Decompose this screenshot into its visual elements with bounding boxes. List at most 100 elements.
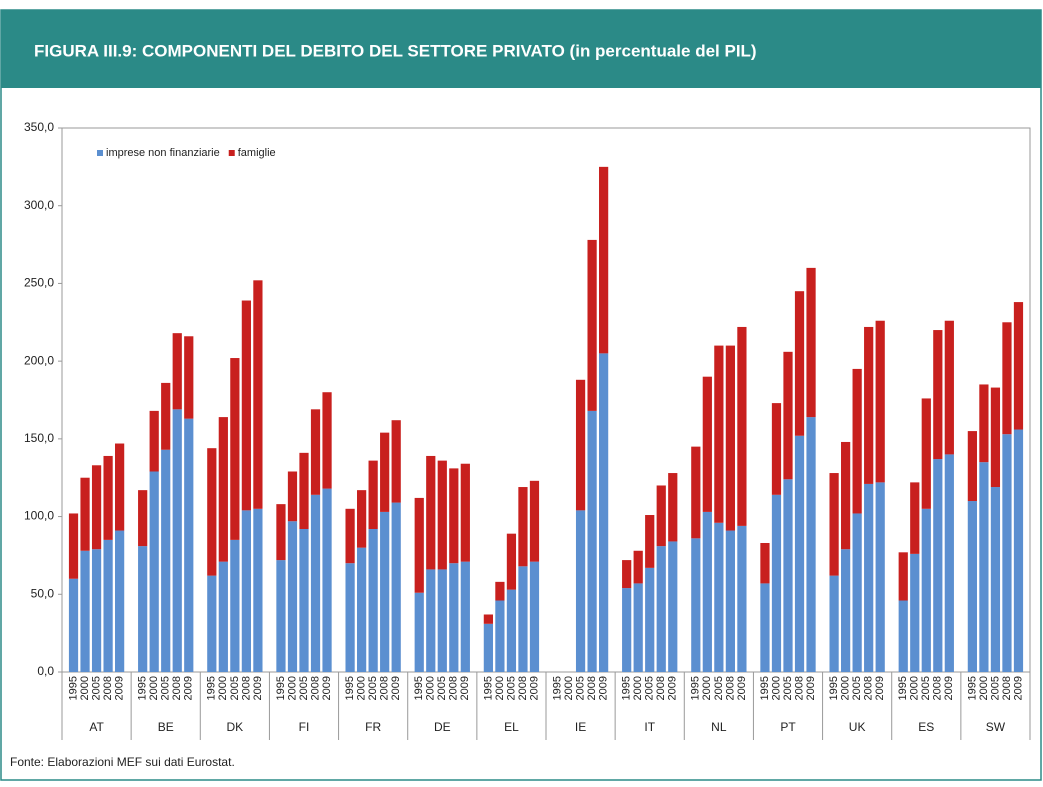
x-sub-label: 2008 bbox=[586, 676, 598, 700]
x-sub-label: 2009 bbox=[252, 676, 264, 700]
bar-segment bbox=[138, 546, 148, 672]
bar-segment bbox=[725, 345, 735, 531]
x-sub-label: 1995 bbox=[551, 676, 563, 700]
x-sub-label: 2009 bbox=[114, 676, 126, 700]
x-sub-label: 2000 bbox=[425, 676, 437, 700]
bar-segment bbox=[599, 166, 609, 354]
bar-segment bbox=[68, 513, 79, 579]
x-sub-label: 2009 bbox=[598, 676, 610, 700]
bar-segment bbox=[760, 583, 770, 672]
bar-segment bbox=[230, 539, 240, 672]
y-tick-label: 100,0 bbox=[24, 509, 54, 523]
bar-segment bbox=[322, 392, 332, 489]
bar-segment bbox=[426, 455, 436, 570]
x-sub-label: 2000 bbox=[217, 676, 229, 700]
x-sub-label: 2000 bbox=[148, 676, 160, 700]
bar-segment bbox=[575, 510, 586, 672]
bar-segment bbox=[138, 490, 148, 547]
x-sub-label: 1995 bbox=[67, 676, 79, 700]
bar-segment bbox=[380, 432, 390, 512]
bar-segment bbox=[990, 487, 1001, 672]
x-sub-label: 2005 bbox=[713, 676, 725, 700]
bar-segment bbox=[495, 600, 505, 672]
x-sub-label: 2000 bbox=[840, 676, 852, 700]
x-tick-label: NL bbox=[711, 720, 727, 734]
bar-segment bbox=[460, 463, 470, 562]
bar-segment bbox=[310, 409, 321, 495]
x-sub-label: 2005 bbox=[851, 676, 863, 700]
x-tick-label: SW bbox=[986, 720, 1006, 734]
bar-segment bbox=[910, 553, 920, 672]
bar-segment bbox=[391, 502, 401, 672]
bar-segment bbox=[898, 600, 908, 672]
bar-segment bbox=[656, 485, 666, 547]
bar-segment bbox=[760, 542, 770, 584]
bar-segment bbox=[725, 530, 735, 672]
x-sub-label: 2008 bbox=[309, 676, 321, 700]
x-sub-label: 2005 bbox=[160, 676, 172, 700]
bar-segment bbox=[1002, 434, 1012, 672]
bar-segment bbox=[207, 448, 217, 576]
bar-segment bbox=[829, 473, 839, 576]
x-sub-label: 1995 bbox=[759, 676, 771, 700]
y-tick-label: 200,0 bbox=[24, 353, 54, 367]
x-tick-label: ES bbox=[918, 720, 934, 734]
x-tick-label: FI bbox=[299, 720, 310, 734]
bar-segment bbox=[414, 497, 424, 593]
bar-segment bbox=[299, 529, 309, 672]
bar-segment bbox=[506, 589, 517, 672]
bar-segment bbox=[426, 569, 436, 672]
bar-segment bbox=[714, 522, 724, 672]
y-tick-label: 0,0 bbox=[37, 664, 54, 678]
bar-segment bbox=[115, 530, 125, 672]
bar-segment bbox=[149, 410, 159, 472]
bar-segment bbox=[287, 471, 298, 522]
bar-segment bbox=[287, 521, 298, 672]
bar-segment bbox=[1013, 302, 1024, 430]
bar-segment bbox=[241, 510, 251, 672]
x-sub-label: 2005 bbox=[920, 676, 932, 700]
bar-segment bbox=[1002, 322, 1012, 435]
bar-segment bbox=[691, 538, 701, 672]
x-sub-label: 2000 bbox=[563, 676, 575, 700]
x-sub-label: 1995 bbox=[690, 676, 702, 700]
x-tick-label: BE bbox=[158, 720, 174, 734]
bar-segment bbox=[230, 358, 240, 540]
x-sub-label: 2009 bbox=[805, 676, 817, 700]
bar-segment bbox=[806, 417, 816, 672]
bar-segment bbox=[852, 513, 862, 672]
bar-segment bbox=[794, 291, 805, 436]
x-sub-label: 2009 bbox=[736, 676, 748, 700]
bar-segment bbox=[253, 508, 263, 672]
legend-label: famiglie bbox=[238, 147, 276, 159]
bar-segment bbox=[921, 508, 931, 672]
bar-segment bbox=[737, 326, 747, 526]
bar-segment bbox=[299, 452, 309, 530]
x-tick-label: DK bbox=[227, 720, 244, 734]
x-sub-label: 2009 bbox=[874, 676, 886, 700]
source: Fonte: Elaborazioni MEF sui dati Eurosta… bbox=[10, 755, 235, 769]
bar-segment bbox=[310, 494, 321, 672]
x-sub-label: 2005 bbox=[989, 676, 1001, 700]
bar-segment bbox=[990, 387, 1001, 488]
bar-segment bbox=[794, 435, 805, 672]
x-sub-label: 2008 bbox=[1001, 676, 1013, 700]
x-sub-label: 2000 bbox=[79, 676, 91, 700]
bar-segment bbox=[380, 511, 390, 672]
bar-segment bbox=[449, 563, 459, 672]
x-sub-label: 2008 bbox=[171, 676, 183, 700]
x-sub-label: 2009 bbox=[183, 676, 195, 700]
bar-segment bbox=[783, 479, 793, 672]
bar-segment bbox=[483, 623, 493, 672]
bar-segment bbox=[437, 460, 447, 570]
bar-segment bbox=[841, 549, 851, 672]
bar-segment bbox=[172, 333, 182, 410]
x-sub-label: 1995 bbox=[482, 676, 494, 700]
bar-segment bbox=[184, 336, 194, 419]
y-tick-label: 300,0 bbox=[24, 198, 54, 212]
x-sub-label: 2000 bbox=[494, 676, 506, 700]
y-tick-label: 150,0 bbox=[24, 431, 54, 445]
x-sub-label: 2000 bbox=[770, 676, 782, 700]
x-sub-label: 2009 bbox=[390, 676, 402, 700]
bar-segment bbox=[622, 588, 632, 672]
